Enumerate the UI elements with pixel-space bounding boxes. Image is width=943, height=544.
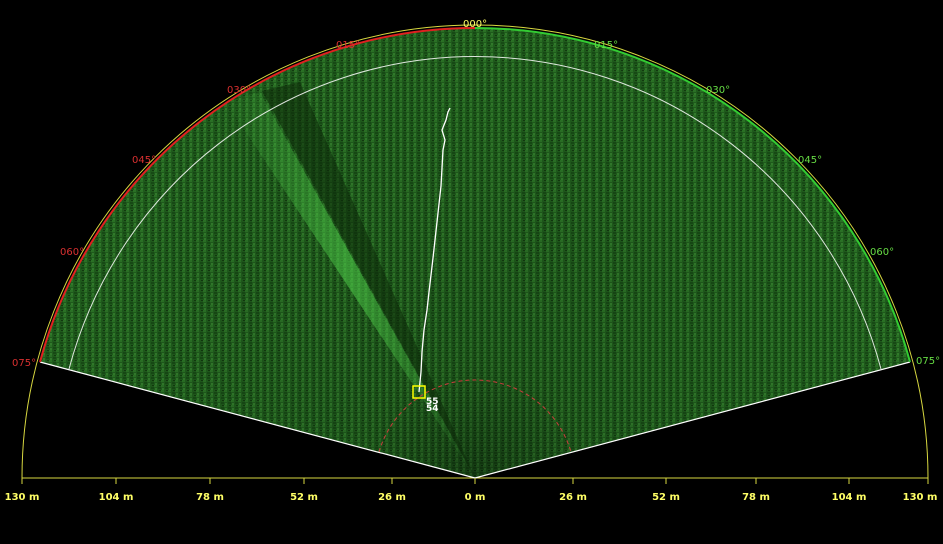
bearing-label-stbd-045: 045° (798, 155, 822, 166)
guard-ring (378, 379, 572, 453)
target-id-bottom: 54 (426, 404, 439, 414)
range-label-stbd-26: 26 m (559, 492, 587, 503)
range-label-stbd-104: 104 m (832, 492, 867, 503)
range-label-port-52: 52 m (290, 492, 318, 503)
port-arc (39, 27, 476, 363)
range-label-port-78: 78 m (196, 492, 224, 503)
bearing-label-port-060: 060° (60, 247, 84, 258)
target-track (418, 107, 451, 393)
bearing-label-port-030: 030° (227, 85, 251, 96)
range-axis-arc (21, 24, 929, 479)
range-label-stbd-130: 130 m (903, 492, 938, 503)
target-id-top: 55 (426, 397, 439, 407)
range-label-0: 0 m (465, 492, 486, 503)
bearing-label-port-045: 045° (132, 155, 156, 166)
bearing-label-stbd-030: 030° (706, 85, 730, 96)
range-label-stbd-52: 52 m (652, 492, 680, 503)
range-ticks (21, 478, 929, 484)
starboard-arc (474, 27, 911, 363)
target-marker-box[interactable] (412, 385, 426, 399)
sector-near-fade (40, 27, 910, 478)
sector-edge-starboard (474, 361, 911, 479)
bearing-label-port-075: 075° (12, 358, 36, 369)
range-label-port-130: 130 m (5, 492, 40, 503)
range-label-stbd-78: 78 m (742, 492, 770, 503)
bearing-label-000: 000° (463, 19, 487, 30)
sector-edge-port (39, 361, 476, 479)
range-label-port-104: 104 m (99, 492, 134, 503)
range-ring-outer (68, 56, 882, 370)
bearing-label-stbd-075: 075° (916, 356, 940, 367)
echo-shadow (262, 82, 475, 478)
echo-stripe (226, 92, 475, 478)
range-label-port-26: 26 m (378, 492, 406, 503)
bearing-label-stbd-015: 015° (594, 40, 618, 51)
bearing-label-stbd-060: 060° (870, 247, 894, 258)
bearing-label-port-015: 015° (336, 40, 360, 51)
